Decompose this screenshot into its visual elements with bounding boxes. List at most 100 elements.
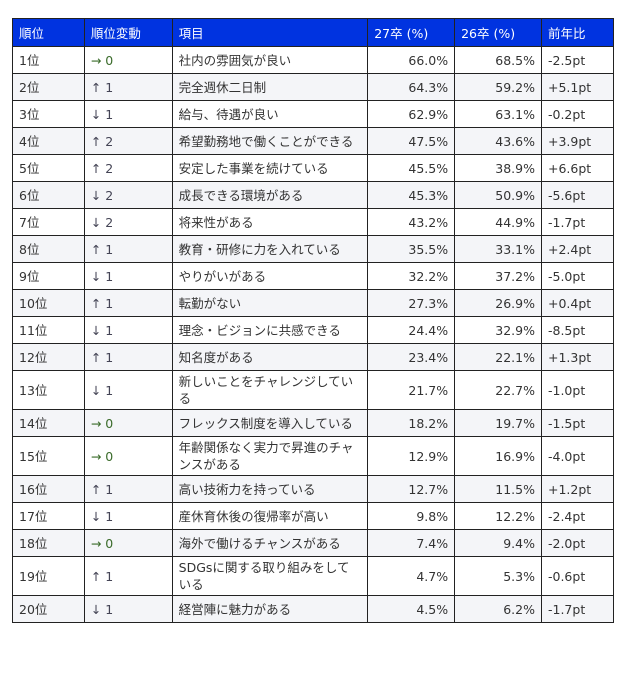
diff-cell: +1.3pt: [541, 343, 614, 371]
table-row: 11位 ↓ 1 理念・ビジョンに共感できる 24.4% 32.9% -8.5pt: [12, 316, 614, 344]
rank-cell: 6位: [12, 181, 85, 209]
value-27-cell: 18.2%: [367, 409, 456, 437]
diff-cell: -5.0pt: [541, 262, 614, 290]
value-27-cell: 35.5%: [367, 235, 456, 263]
table-row: 7位 ↓ 2 将来性がある 43.2% 44.9% -1.7pt: [12, 208, 614, 236]
change-cell: → 0: [83, 436, 173, 476]
item-cell: 新しいことをチャレンジしている: [171, 370, 369, 410]
change-cell: ↓ 1: [83, 316, 173, 344]
table-row: 19位 ↑ 1 SDGsに関する取り組みをしている 4.7% 5.3% -0.6pt: [12, 556, 614, 596]
rank-cell: 5位: [12, 154, 85, 182]
rank-cell: 8位: [12, 235, 85, 263]
item-cell: フレックス制度を導入している: [171, 409, 369, 437]
item-cell: SDGsに関する取り組みをしている: [171, 556, 369, 596]
table-row: 8位 ↑ 1 教育・研修に力を入れている 35.5% 33.1% +2.4pt: [12, 235, 614, 263]
rank-cell: 20位: [12, 595, 85, 623]
diff-cell: -0.6pt: [541, 556, 614, 596]
table-row: 10位 ↑ 1 転勤がない 27.3% 26.9% +0.4pt: [12, 289, 614, 317]
table-row: 12位 ↑ 1 知名度がある 23.4% 22.1% +1.3pt: [12, 343, 614, 371]
diff-cell: -4.0pt: [541, 436, 614, 476]
item-cell: 社内の雰囲気が良い: [171, 46, 369, 74]
item-cell: 理念・ビジョンに共感できる: [171, 316, 369, 344]
value-26-cell: 22.7%: [454, 370, 542, 410]
value-27-cell: 64.3%: [367, 73, 456, 101]
table-row: 16位 ↑ 1 高い技術力を持っている 12.7% 11.5% +1.2pt: [12, 475, 614, 503]
value-27-cell: 32.2%: [367, 262, 456, 290]
table-row: 14位 → 0 フレックス制度を導入している 18.2% 19.7% -1.5pt: [12, 409, 614, 437]
header-change: 順位変動: [83, 18, 173, 47]
diff-cell: -8.5pt: [541, 316, 614, 344]
value-27-cell: 4.7%: [367, 556, 456, 596]
header-item: 項目: [171, 18, 369, 47]
table-row: 6位 ↓ 2 成長できる環境がある 45.3% 50.9% -5.6pt: [12, 181, 614, 209]
rank-cell: 9位: [12, 262, 85, 290]
ranking-table: 順位 順位変動 項目 27卒 (%) 26卒 (%) 前年比 1位 → 0 社内の雰…: [12, 18, 614, 623]
value-27-cell: 24.4%: [367, 316, 456, 344]
item-cell: 安定した事業を続けている: [171, 154, 369, 182]
rank-cell: 4位: [12, 127, 85, 155]
value-27-cell: 12.7%: [367, 475, 456, 503]
change-cell: ↓ 2: [83, 181, 173, 209]
item-cell: 完全週休二日制: [171, 73, 369, 101]
item-cell: やりがいがある: [171, 262, 369, 290]
value-26-cell: 38.9%: [454, 154, 542, 182]
item-cell: 希望勤務地で働くことができる: [171, 127, 369, 155]
value-26-cell: 68.5%: [454, 46, 542, 74]
change-cell: ↓ 1: [83, 502, 173, 530]
value-27-cell: 7.4%: [367, 529, 456, 557]
diff-cell: +3.9pt: [541, 127, 614, 155]
value-27-cell: 43.2%: [367, 208, 456, 236]
diff-cell: +5.1pt: [541, 73, 614, 101]
value-26-cell: 50.9%: [454, 181, 542, 209]
diff-cell: -1.7pt: [541, 208, 614, 236]
table-row: 18位 → 0 海外で働けるチャンスがある 7.4% 9.4% -2.0pt: [12, 529, 614, 557]
rank-cell: 3位: [12, 100, 85, 128]
header-27: 27卒 (%): [367, 18, 456, 47]
table-row: 3位 ↓ 1 給与、待遇が良い 62.9% 63.1% -0.2pt: [12, 100, 614, 128]
change-cell: ↑ 1: [83, 289, 173, 317]
value-26-cell: 9.4%: [454, 529, 542, 557]
change-cell: ↓ 1: [83, 595, 173, 623]
change-cell: ↓ 1: [83, 262, 173, 290]
item-cell: 産休育休後の復帰率が高い: [171, 502, 369, 530]
value-27-cell: 27.3%: [367, 289, 456, 317]
rank-cell: 2位: [12, 73, 85, 101]
diff-cell: -1.0pt: [541, 370, 614, 410]
change-cell: → 0: [83, 46, 173, 74]
rank-cell: 1位: [12, 46, 85, 74]
value-27-cell: 12.9%: [367, 436, 456, 476]
item-cell: 転勤がない: [171, 289, 369, 317]
diff-cell: +2.4pt: [541, 235, 614, 263]
value-26-cell: 33.1%: [454, 235, 542, 263]
value-26-cell: 44.9%: [454, 208, 542, 236]
rank-cell: 13位: [12, 370, 85, 410]
diff-cell: -1.7pt: [541, 595, 614, 623]
value-26-cell: 11.5%: [454, 475, 542, 503]
value-27-cell: 62.9%: [367, 100, 456, 128]
item-cell: 知名度がある: [171, 343, 369, 371]
value-26-cell: 5.3%: [454, 556, 542, 596]
rank-cell: 16位: [12, 475, 85, 503]
header-diff: 前年比: [541, 18, 614, 47]
table-row: 9位 ↓ 1 やりがいがある 32.2% 37.2% -5.0pt: [12, 262, 614, 290]
diff-cell: +0.4pt: [541, 289, 614, 317]
diff-cell: -1.5pt: [541, 409, 614, 437]
change-cell: ↑ 1: [83, 343, 173, 371]
change-cell: ↑ 1: [83, 235, 173, 263]
rank-cell: 11位: [12, 316, 85, 344]
header-26: 26卒 (%): [454, 18, 542, 47]
value-26-cell: 59.2%: [454, 73, 542, 101]
value-26-cell: 19.7%: [454, 409, 542, 437]
diff-cell: -0.2pt: [541, 100, 614, 128]
item-cell: 給与、待遇が良い: [171, 100, 369, 128]
rank-cell: 18位: [12, 529, 85, 557]
diff-cell: +1.2pt: [541, 475, 614, 503]
value-26-cell: 6.2%: [454, 595, 542, 623]
rank-cell: 10位: [12, 289, 85, 317]
change-cell: ↑ 1: [83, 73, 173, 101]
diff-cell: -5.6pt: [541, 181, 614, 209]
table-row: 17位 ↓ 1 産休育休後の復帰率が高い 9.8% 12.2% -2.4pt: [12, 502, 614, 530]
table-row: 15位 → 0 年齢関係なく実力で昇進のチャンスがある 12.9% 16.9% -4.0p…: [12, 436, 614, 476]
diff-cell: +6.6pt: [541, 154, 614, 182]
change-cell: → 0: [83, 409, 173, 437]
